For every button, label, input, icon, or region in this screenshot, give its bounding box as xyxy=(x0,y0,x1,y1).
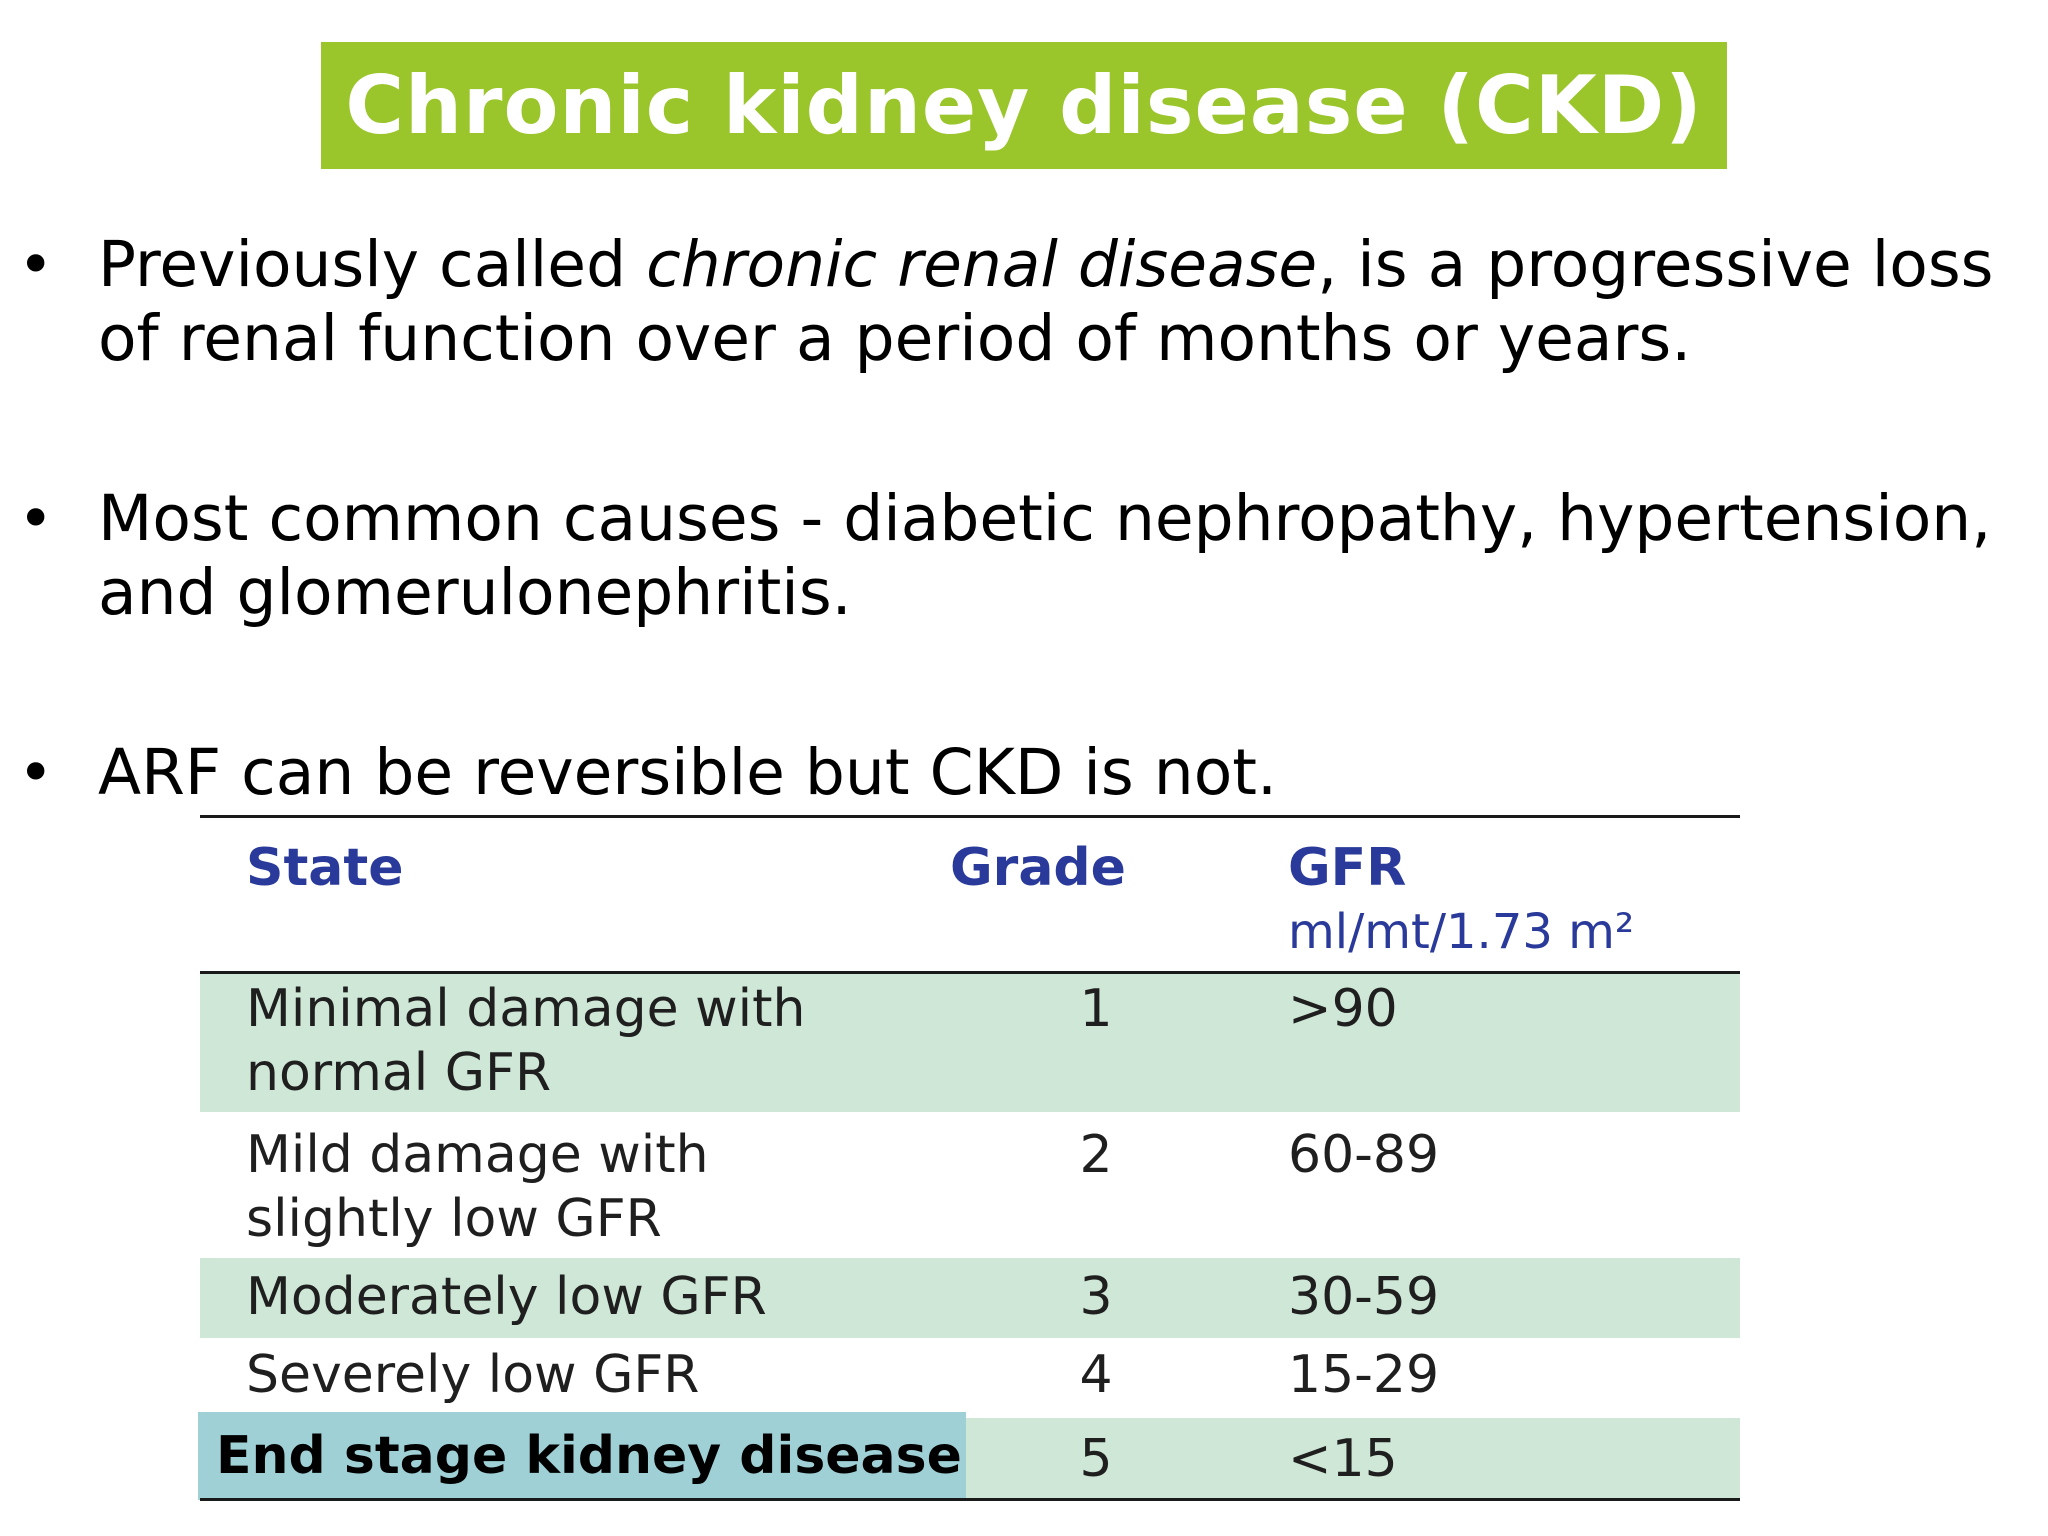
header-gfr: GFR xyxy=(1288,838,1407,898)
header-grade: Grade xyxy=(950,838,1126,898)
table-row: Severely low GFR 4 15-29 xyxy=(200,1338,1740,1418)
bullet-line: of renal function over a period of month… xyxy=(98,302,1692,375)
grade-cell: 3 xyxy=(1079,1267,1113,1327)
gfr-cell: >90 xyxy=(1288,979,1398,1039)
end-stage-highlight: End stage kidney disease xyxy=(198,1412,966,1500)
gfr-cell: 30-59 xyxy=(1288,1267,1440,1327)
title-banner: Chronic kidney disease (CKD) xyxy=(321,42,1727,169)
table-header-rule xyxy=(200,971,1740,974)
state-cell: normal GFR xyxy=(246,1043,552,1103)
table-row: Minimal damage with normal GFR 1 >90 xyxy=(200,974,1740,1112)
bullet-line: ARF can be reversible but CKD is not. xyxy=(98,736,1277,809)
table-header-row: State Grade GFR ml/mt/1.73 m² xyxy=(200,815,1740,971)
bullet-line: and glomerulonephritis. xyxy=(98,556,852,629)
bullet-text: Most common causes - diabetic nephropath… xyxy=(98,482,2028,630)
gfr-cell: <15 xyxy=(1288,1429,1398,1489)
table-row: Mild damage with slightly low GFR 2 60-8… xyxy=(200,1112,1740,1258)
bullet-text-part: Previously called xyxy=(98,228,647,301)
bullet-text: ARF can be reversible but CKD is not. xyxy=(98,736,2028,810)
bullet-dot-icon: • xyxy=(18,738,54,808)
ckd-stages-table: State Grade GFR ml/mt/1.73 m² Minimal da… xyxy=(198,815,1740,1501)
bullet-dot-icon: • xyxy=(18,484,54,554)
gfr-cell: 60-89 xyxy=(1288,1125,1440,1185)
table-bottom-rule xyxy=(200,1498,1740,1501)
header-gfr-unit: ml/mt/1.73 m² xyxy=(1288,904,1635,960)
state-cell: Minimal damage with xyxy=(246,979,806,1039)
header-state: State xyxy=(246,838,404,898)
table-top-rule xyxy=(200,815,1740,818)
state-cell: slightly low GFR xyxy=(246,1189,662,1249)
state-cell: End stage kidney disease xyxy=(216,1426,962,1486)
grade-cell: 1 xyxy=(1079,979,1113,1039)
bullet-line: Most common causes - diabetic nephropath… xyxy=(98,482,1992,555)
bullet-dot-icon: • xyxy=(18,230,54,300)
grade-cell: 2 xyxy=(1079,1125,1113,1185)
bullet-line: Previously called chronic renal disease,… xyxy=(98,228,2028,302)
bullet-text-part: , is a progressive loss xyxy=(1317,228,1994,301)
state-cell: Severely low GFR xyxy=(246,1345,700,1405)
bullet-text: Previously called chronic renal disease,… xyxy=(98,228,2028,376)
state-cell: Mild damage with xyxy=(246,1125,709,1185)
grade-cell: 5 xyxy=(1079,1429,1113,1489)
grade-cell: 4 xyxy=(1079,1345,1113,1405)
state-cell: Moderately low GFR xyxy=(246,1267,767,1327)
bullet-italic-term: chronic renal disease xyxy=(646,228,1318,301)
slide-title: Chronic kidney disease (CKD) xyxy=(345,59,1703,152)
table-row: Moderately low GFR 3 30-59 xyxy=(200,1258,1740,1338)
gfr-cell: 15-29 xyxy=(1288,1345,1440,1405)
